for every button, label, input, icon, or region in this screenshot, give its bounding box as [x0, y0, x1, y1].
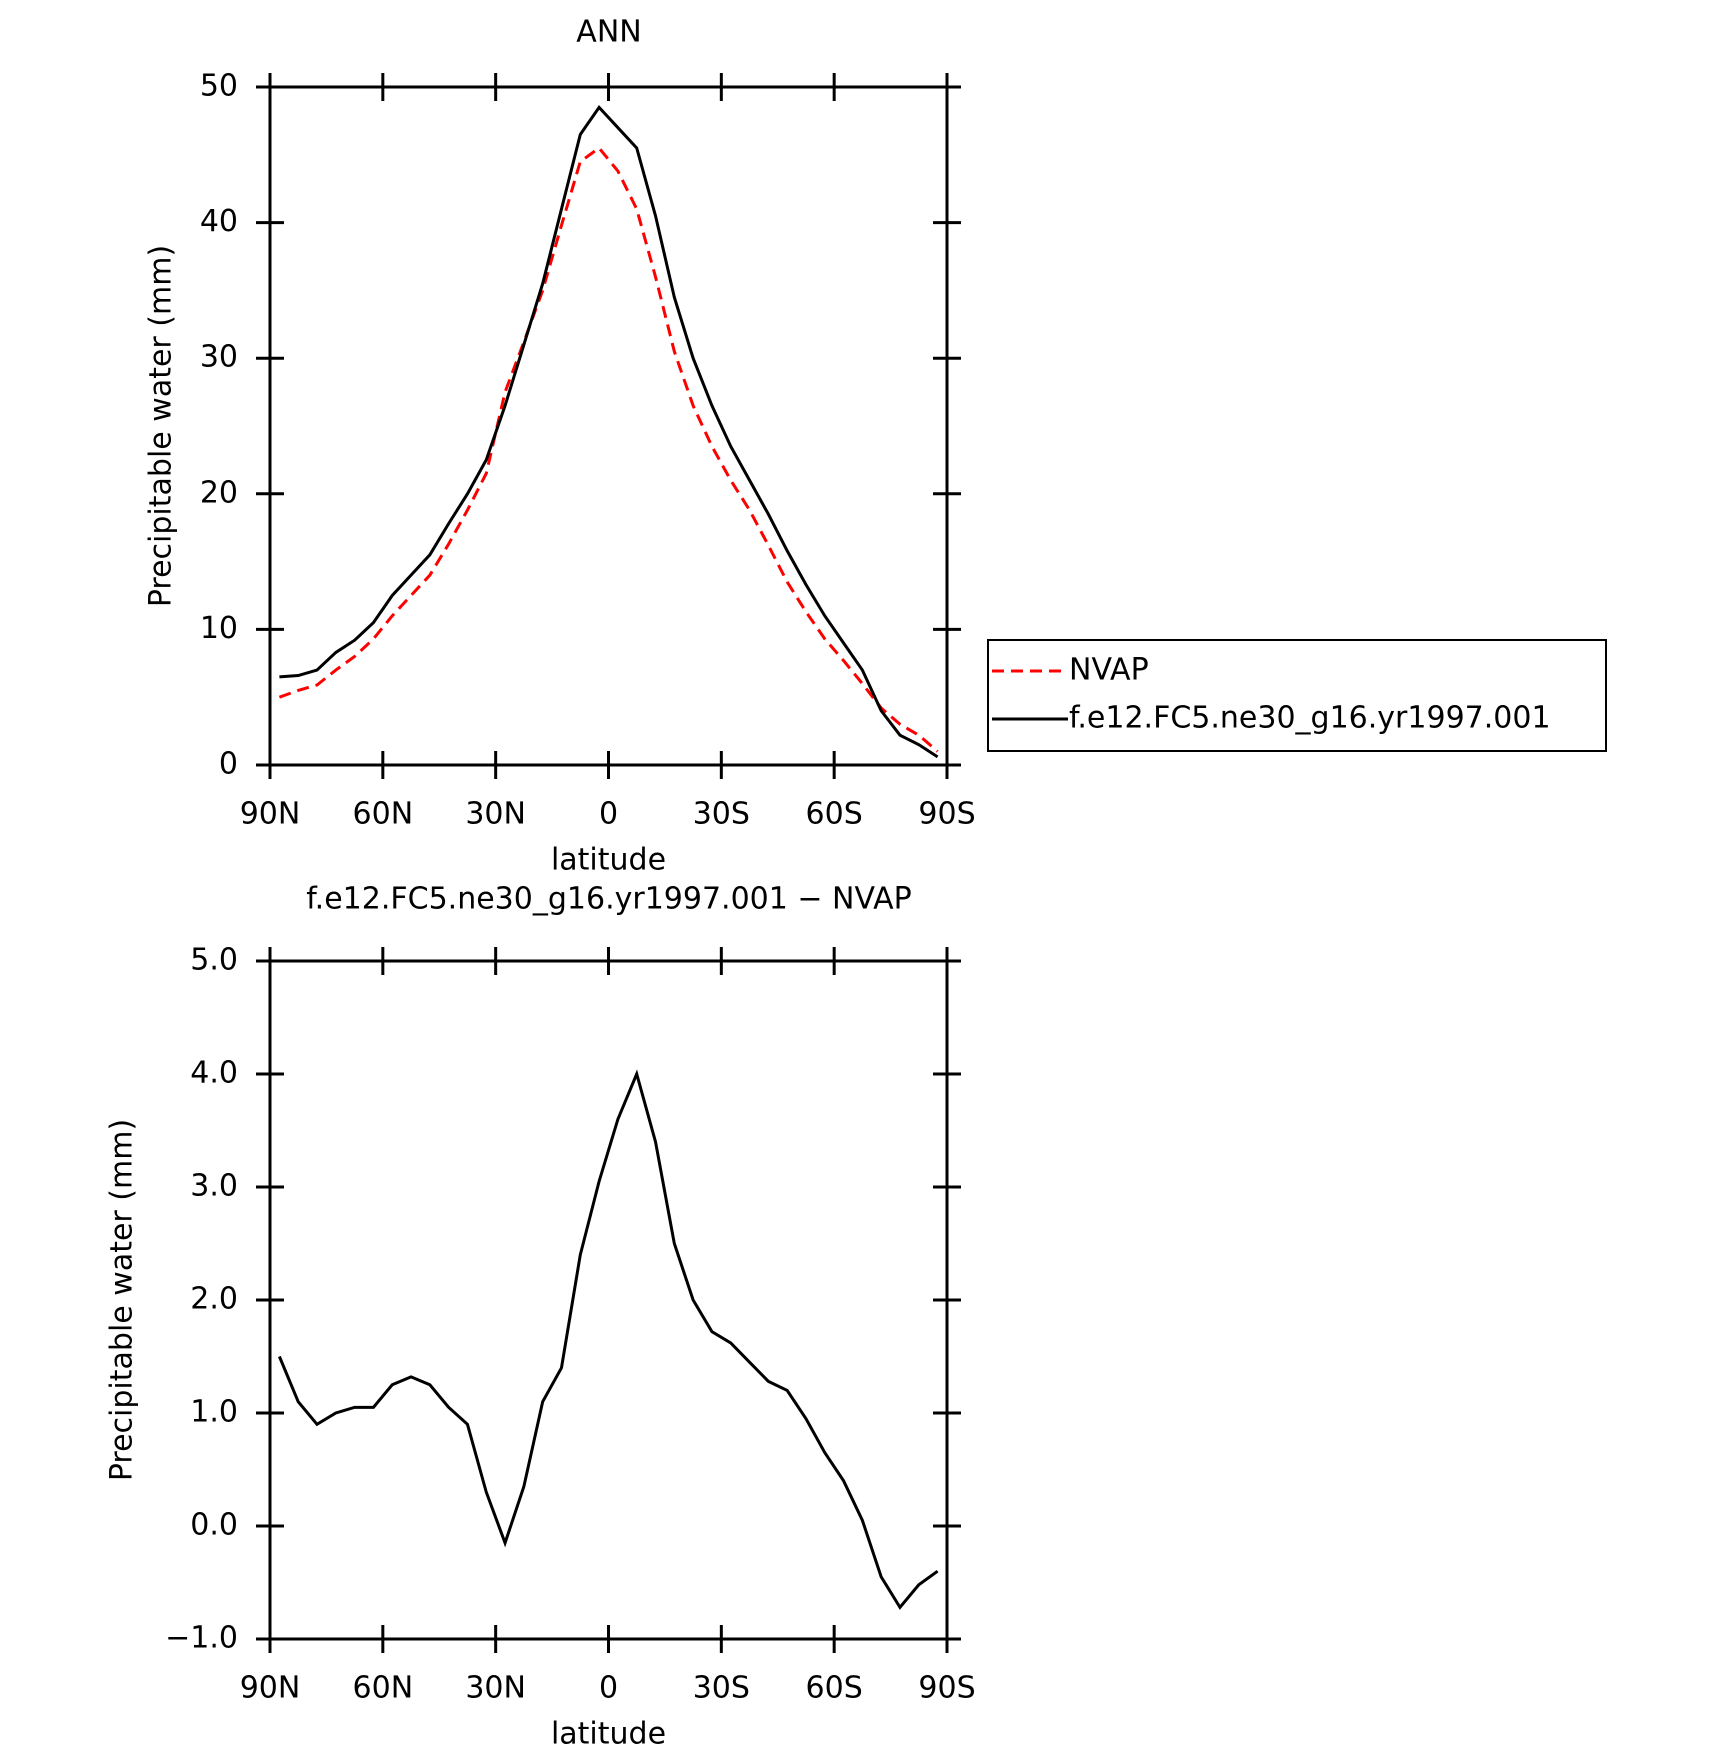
x-tick-label: 30N: [465, 797, 526, 832]
x-axis-label: latitude: [551, 1717, 666, 1751]
legend-label: f.e12.FC5.ne30_g16.yr1997.001: [1069, 701, 1551, 736]
x-tick-label: 30S: [693, 797, 750, 832]
legend-label: NVAP: [1069, 653, 1149, 688]
data-line: [278, 1069, 939, 1610]
x-tick-label: 60N: [353, 1671, 414, 1706]
x-tick-label: 0: [599, 1671, 618, 1706]
x-tick-label: 60S: [806, 1671, 863, 1706]
y-axis-label: Precipitable water (mm): [144, 245, 179, 607]
y-tick-label: 50: [200, 69, 238, 104]
legend-box: [987, 639, 1607, 752]
y-tick-label: −1.0: [165, 1621, 238, 1656]
y-tick-label: 30: [200, 340, 238, 375]
x-tick-label: 30N: [465, 1671, 526, 1706]
x-tick-label: 60N: [353, 797, 414, 832]
y-axis-label: Precipitable water (mm): [105, 1119, 140, 1481]
y-tick-label: 1.0: [190, 1395, 238, 1430]
chart-title: f.e12.FC5.ne30_g16.yr1997.001 − NVAP: [306, 882, 911, 917]
y-tick-label: 40: [200, 204, 238, 239]
y-tick-label: 0.0: [190, 1508, 238, 1543]
y-tick-label: 5.0: [190, 943, 238, 978]
x-tick-label: 90S: [918, 1671, 975, 1706]
chart-title: ANN: [576, 15, 641, 50]
plot-frame: [268, 959, 949, 1641]
x-tick-label: 90S: [918, 797, 975, 832]
y-tick-label: 10: [200, 611, 238, 646]
y-tick-label: 0: [219, 747, 238, 782]
x-tick-label: 90N: [240, 1671, 301, 1706]
x-tick-label: 90N: [240, 797, 301, 832]
data-line: [278, 145, 939, 753]
x-tick-label: 30S: [693, 1671, 750, 1706]
y-tick-label: 20: [200, 475, 238, 510]
x-tick-label: 0: [599, 797, 618, 832]
x-axis-label: latitude: [551, 843, 666, 878]
y-tick-label: 4.0: [190, 1056, 238, 1091]
x-tick-label: 60S: [806, 797, 863, 832]
y-tick-label: 2.0: [190, 1282, 238, 1317]
y-tick-label: 3.0: [190, 1169, 238, 1204]
data-line: [279, 104, 939, 759]
